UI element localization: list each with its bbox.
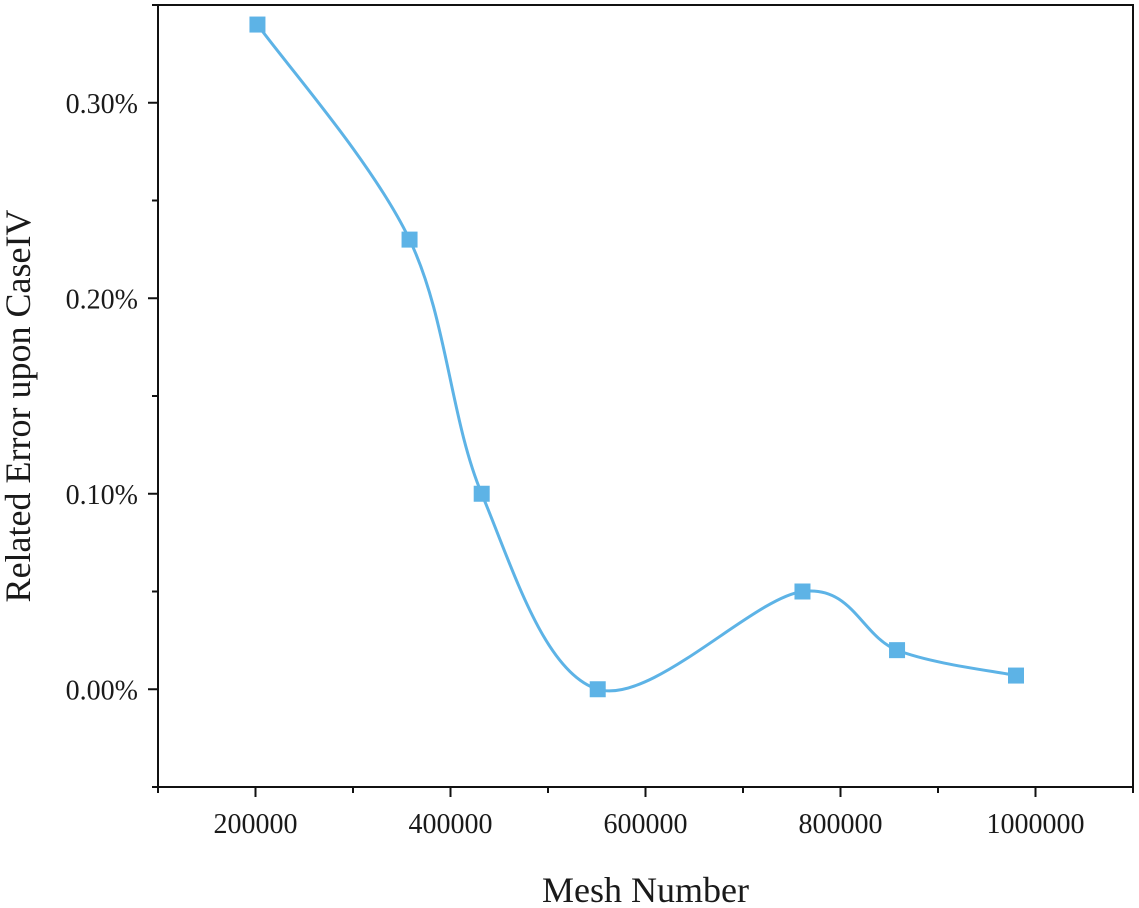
x-tick-label: 600000 — [604, 809, 688, 840]
data-point-marker — [589, 681, 606, 698]
y-axis-ticks: 0.00% 0.10% 0.20% 0.30% — [66, 4, 158, 788]
data-point-marker — [1008, 667, 1024, 684]
series-layer — [249, 16, 1024, 698]
y-tick-label: 0.30% — [66, 89, 138, 120]
data-point-marker — [401, 231, 418, 248]
x-tick-label: 400000 — [409, 809, 493, 840]
y-tick-label: 0.10% — [66, 480, 138, 511]
data-point-marker — [794, 583, 811, 600]
y-axis-title: Related Error upon CaseIV — [0, 210, 38, 603]
series-line — [256, 23, 1017, 693]
x-tick-label: 1000000 — [987, 809, 1085, 840]
x-axis-ticks: 200000 400000 600000 800000 1000000 — [157, 787, 1134, 840]
data-point-marker — [473, 485, 490, 502]
x-tick-label: 200000 — [214, 809, 298, 840]
data-point-marker — [889, 642, 906, 659]
data-point-marker — [249, 16, 266, 33]
x-tick-label: 800000 — [799, 809, 883, 840]
x-axis-title: Mesh Number — [542, 870, 749, 908]
y-tick-label: 0.00% — [66, 675, 138, 706]
y-tick-label: 0.20% — [66, 284, 138, 315]
